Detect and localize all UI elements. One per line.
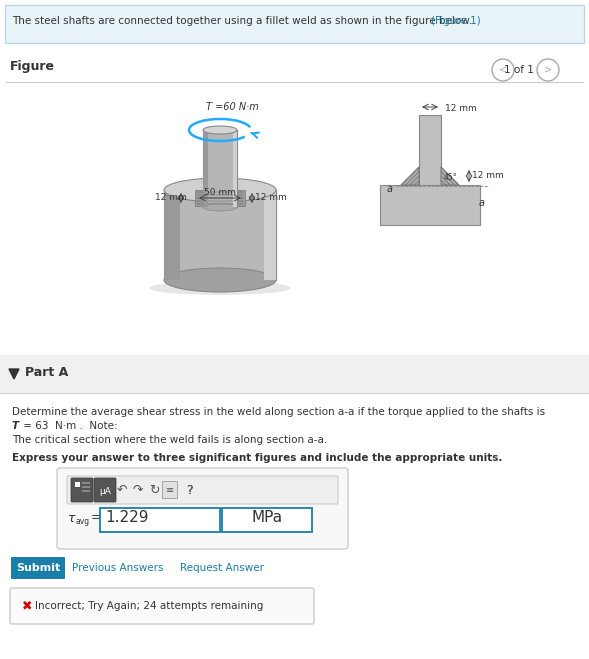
Text: Figure: Figure (10, 60, 55, 73)
Bar (164, 190, 276, 280)
Text: Part A: Part A (25, 366, 68, 379)
Text: ↶: ↶ (117, 484, 127, 496)
FancyBboxPatch shape (57, 468, 348, 549)
Text: 12 mm: 12 mm (472, 171, 504, 181)
Text: τ: τ (68, 511, 75, 525)
Bar (100, 508, 220, 532)
Text: =: = (91, 511, 102, 525)
Text: MPa: MPa (252, 511, 283, 525)
Bar (380, 185, 480, 225)
Bar (233, 130, 237, 207)
Text: ?: ? (186, 484, 193, 496)
Text: T =60 N·m: T =60 N·m (206, 102, 259, 112)
Bar (203, 130, 208, 207)
Bar (419, 115, 441, 185)
Text: The critical section where the weld fails is along section a-a.: The critical section where the weld fail… (12, 435, 327, 445)
Bar (203, 130, 237, 207)
Text: ≡: ≡ (166, 485, 174, 495)
Polygon shape (401, 167, 419, 185)
Polygon shape (9, 369, 19, 379)
Bar (195, 190, 245, 206)
Text: <: < (499, 65, 507, 75)
Bar (5, 5, 584, 43)
Ellipse shape (164, 178, 276, 202)
Bar (82, 486, 90, 488)
Text: T: T (12, 421, 19, 431)
FancyBboxPatch shape (10, 588, 314, 624)
Text: avg: avg (76, 517, 90, 525)
Ellipse shape (149, 281, 291, 295)
Text: 50 mm: 50 mm (204, 188, 236, 197)
FancyBboxPatch shape (94, 478, 116, 502)
Polygon shape (441, 167, 459, 185)
Text: 12 mm: 12 mm (445, 104, 477, 113)
Bar (0, 355, 589, 393)
FancyBboxPatch shape (11, 557, 65, 579)
Text: Incorrect; Try Again; 24 attempts remaining: Incorrect; Try Again; 24 attempts remain… (35, 601, 263, 611)
Bar (75, 482, 80, 487)
FancyBboxPatch shape (71, 478, 93, 502)
Text: ?: ? (186, 484, 193, 496)
Bar (222, 508, 312, 532)
Bar (164, 190, 180, 280)
Text: (Figure 1): (Figure 1) (431, 16, 481, 26)
Text: 1.229: 1.229 (105, 511, 148, 525)
FancyBboxPatch shape (163, 482, 177, 498)
Text: 45°: 45° (444, 173, 458, 182)
Text: Express your answer to three significant figures and include the appropriate uni: Express your answer to three significant… (12, 453, 502, 463)
Ellipse shape (203, 126, 237, 134)
Text: μA: μA (99, 486, 111, 496)
Text: The steel shafts are connected together using a fillet weld as shown in the figu: The steel shafts are connected together … (12, 16, 475, 26)
Text: 12 mm: 12 mm (155, 194, 187, 202)
Text: = 63  N·m .  Note:: = 63 N·m . Note: (20, 421, 118, 431)
Bar (264, 190, 276, 280)
Text: ↻: ↻ (149, 484, 159, 496)
Text: a: a (479, 198, 485, 208)
Text: 1 of 1: 1 of 1 (504, 65, 534, 75)
Text: >: > (544, 65, 552, 75)
Text: ✖: ✖ (22, 600, 32, 612)
Text: 12 mm: 12 mm (255, 194, 287, 202)
Text: Previous Answers: Previous Answers (72, 563, 164, 573)
Ellipse shape (164, 268, 276, 292)
Text: ↷: ↷ (133, 484, 143, 496)
Text: Submit: Submit (16, 563, 60, 573)
Text: a: a (387, 184, 393, 194)
Text: Request Answer: Request Answer (180, 563, 264, 573)
Text: Determine the average shear stress in the weld along section a-a if the torque a: Determine the average shear stress in th… (12, 407, 545, 417)
FancyBboxPatch shape (67, 476, 338, 504)
Bar (82, 482, 90, 484)
Ellipse shape (203, 203, 237, 211)
Bar (82, 490, 90, 492)
